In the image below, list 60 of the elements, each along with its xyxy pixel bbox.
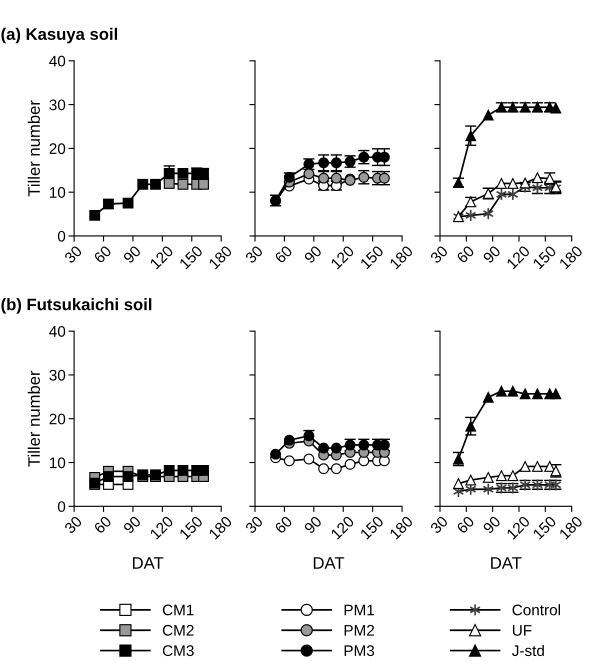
legend-label: CM3 bbox=[162, 645, 194, 656]
legend-label: CM2 bbox=[162, 624, 194, 636]
y-tick-label: 40 bbox=[49, 56, 66, 66]
x-tick-label: 180 bbox=[208, 515, 233, 540]
y-tick-label: 40 bbox=[49, 326, 66, 337]
x-tick-label: 30 bbox=[244, 245, 264, 264]
legend-label: PM2 bbox=[344, 624, 374, 636]
x-axis-title: DAT bbox=[314, 557, 344, 569]
x-tick-label: 60 bbox=[456, 245, 475, 264]
legend-label: CM1 bbox=[162, 604, 194, 616]
legend-label: J-std bbox=[512, 644, 544, 656]
chart-title: (a) Kasuya soil bbox=[1, 28, 118, 44]
y-tick-label: 0 bbox=[58, 230, 66, 242]
x-tick-label: 180 bbox=[558, 515, 584, 540]
y-tick-label: 0 bbox=[58, 501, 66, 512]
legend-label: Control bbox=[512, 604, 560, 616]
x-tick-label: 150 bbox=[360, 515, 384, 540]
chart-title: (b) Futsukaichi soil bbox=[1, 298, 152, 314]
y-tick-label: 20 bbox=[50, 143, 66, 154]
x-tick-label: 90 bbox=[304, 515, 322, 534]
x-tick-label: 150 bbox=[532, 515, 557, 540]
x-tick-label: 90 bbox=[122, 245, 142, 264]
x-tick-label: 60 bbox=[93, 515, 112, 534]
x-tick-label: 30 bbox=[430, 245, 448, 264]
x-tick-label: 150 bbox=[360, 245, 384, 270]
y-tick-label: 30 bbox=[49, 370, 66, 381]
y-tick-label: 10 bbox=[50, 457, 66, 468]
x-tick-label: 120 bbox=[330, 515, 355, 540]
x-tick-label: 60 bbox=[274, 515, 293, 534]
x-tick-label: 150 bbox=[532, 245, 557, 270]
x-tick-label: 120 bbox=[149, 245, 174, 270]
x-tick-label: 90 bbox=[122, 515, 142, 534]
x-tick-label: 120 bbox=[149, 515, 174, 540]
y-tick-label: 10 bbox=[50, 187, 66, 198]
x-tick-label: 90 bbox=[304, 245, 322, 264]
legend-label: PM3 bbox=[344, 645, 374, 656]
x-tick-label: 180 bbox=[389, 245, 414, 270]
x-tick-label: 120 bbox=[506, 515, 530, 540]
x-tick-label: 180 bbox=[389, 515, 414, 540]
x-tick-label: 60 bbox=[274, 245, 293, 264]
legend-label: PM1 bbox=[344, 604, 374, 616]
x-axis-title: DAT bbox=[132, 557, 164, 569]
y-axis-title: Tiller number bbox=[28, 100, 40, 196]
x-tick-label: 120 bbox=[506, 245, 530, 270]
x-tick-label: 60 bbox=[456, 515, 475, 534]
legend-label: UF bbox=[512, 625, 532, 636]
x-tick-label: 60 bbox=[93, 245, 112, 264]
x-tick-label: 30 bbox=[244, 515, 264, 534]
x-tick-label: 180 bbox=[558, 245, 584, 270]
y-tick-label: 30 bbox=[49, 99, 66, 110]
x-axis-title: DAT bbox=[491, 557, 522, 569]
x-tick-label: 150 bbox=[178, 515, 204, 540]
x-tick-label: 180 bbox=[208, 245, 233, 270]
y-axis-title: Tiller number bbox=[28, 370, 40, 467]
x-tick-label: 90 bbox=[482, 245, 502, 264]
x-tick-label: 30 bbox=[430, 515, 448, 534]
x-tick-label: 90 bbox=[482, 515, 502, 534]
y-tick-label: 20 bbox=[50, 414, 66, 424]
x-tick-label: 120 bbox=[330, 245, 355, 270]
x-tick-label: 150 bbox=[178, 245, 204, 270]
